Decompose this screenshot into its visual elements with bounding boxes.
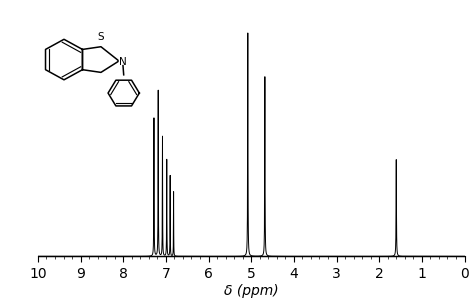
Text: N: N xyxy=(119,56,127,67)
X-axis label: δ (ppm): δ (ppm) xyxy=(224,284,279,297)
Text: S: S xyxy=(98,32,104,42)
